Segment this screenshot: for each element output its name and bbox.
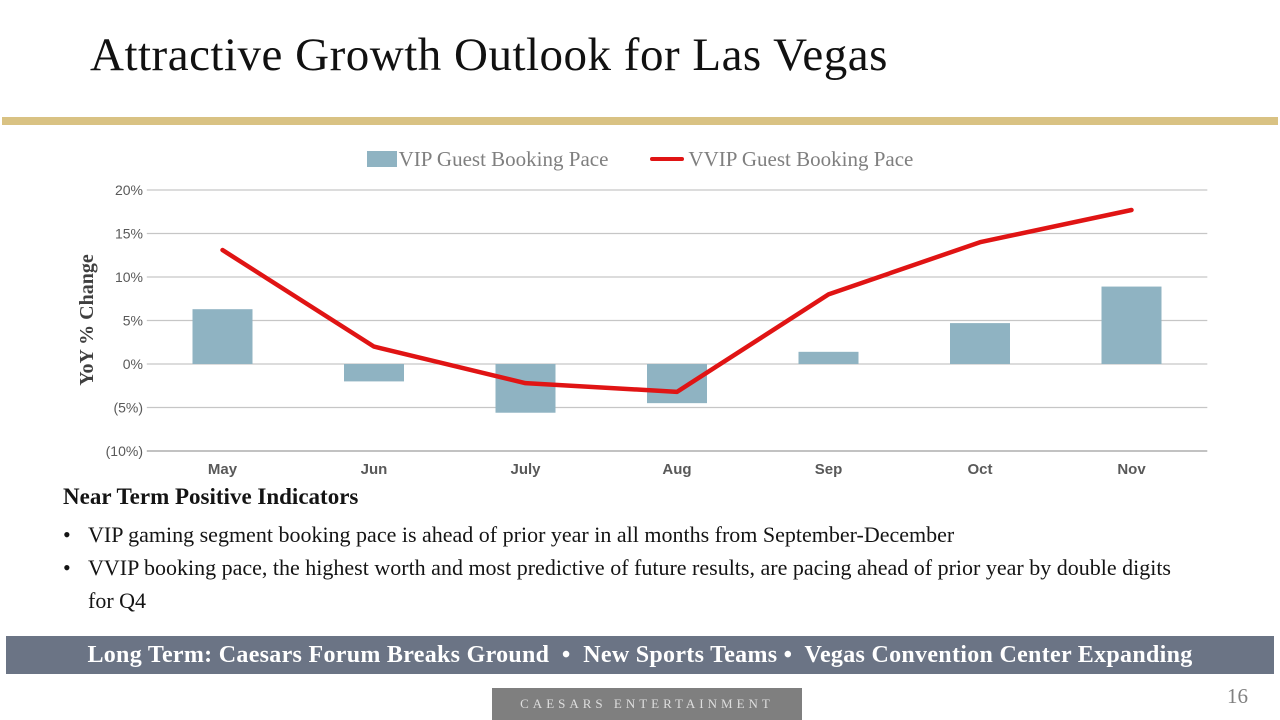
x-tick-label: Oct [967,461,992,478]
bullet-text-2: VVIP booking pace, the highest worth and… [88,555,1171,613]
y-tick-label: 0% [123,356,143,372]
vvip-line-swatch-icon [650,157,685,161]
bullet-marker: • [63,522,71,547]
y-tick-label: 5% [123,313,143,329]
near-term-section: Near Term Positive Indicators • VIP gami… [63,484,1213,617]
bullet-marker: • [63,555,71,580]
x-tick-label: Aug [662,461,691,478]
brand-footer-text: CAESARS ENTERTAINMENT [520,696,774,711]
y-tick-label: 10% [115,269,143,285]
bullet-text-1: VIP gaming segment booking pace is ahead… [88,522,955,547]
x-tick-label: Sep [815,461,843,478]
y-tick-label: 20% [115,182,143,198]
vip-legend-label: VIP Guest Booking Pace [398,146,609,171]
near-term-heading: Near Term Positive Indicators [63,484,359,509]
vip-bar-july [495,364,556,413]
chart-legend: VIP Guest Booking Pace VVIP Guest Bookin… [0,146,1280,172]
booking-pace-chart: 20% 15% 10% 5% 0% (5%) (10%) YoY % Change May Jun… [76,182,1208,478]
vvip-line [220,207,1134,395]
page-title: Attractive Growth Outlook for Las Vegas [90,29,888,81]
vip-bar-oct [950,323,1010,364]
y-tick-label: (5%) [113,400,143,416]
long-term-banner-text: Long Term: Caesars Forum Breaks Ground •… [87,641,1193,668]
vip-bar-swatch-icon [366,151,397,167]
bullet-item-2: • VVIP booking pace, the highest worth a… [63,551,1173,617]
vip-bar-nov [1101,286,1162,364]
x-tick-label: July [510,461,541,478]
vvip-legend-label: VVIP Guest Booking Pace [688,146,914,171]
x-tick-label: Jun [361,461,388,478]
page-number: 16 [1227,684,1248,708]
vip-bar-aug [647,364,707,404]
y-tick-label: 15% [115,226,143,242]
vip-bar-sep [798,351,859,364]
vip-bar-jun [344,364,404,382]
bullet-item-1: • VIP gaming segment booking pace is ahe… [63,518,1173,551]
long-term-banner: Long Term: Caesars Forum Breaks Ground •… [6,636,1274,674]
y-axis-title: YoY % Change [76,254,98,386]
x-tick-label: Nov [1117,461,1146,478]
vip-bar-may [192,309,253,364]
x-tick-label: May [208,461,238,478]
brand-footer-box: CAESARS ENTERTAINMENT [492,688,802,720]
legend-item-vvip: VVIP Guest Booking Pace [650,147,913,172]
gold-divider [2,117,1278,125]
y-tick-label: (10%) [106,443,143,459]
legend-item-vip: VIP Guest Booking Pace [366,146,609,172]
